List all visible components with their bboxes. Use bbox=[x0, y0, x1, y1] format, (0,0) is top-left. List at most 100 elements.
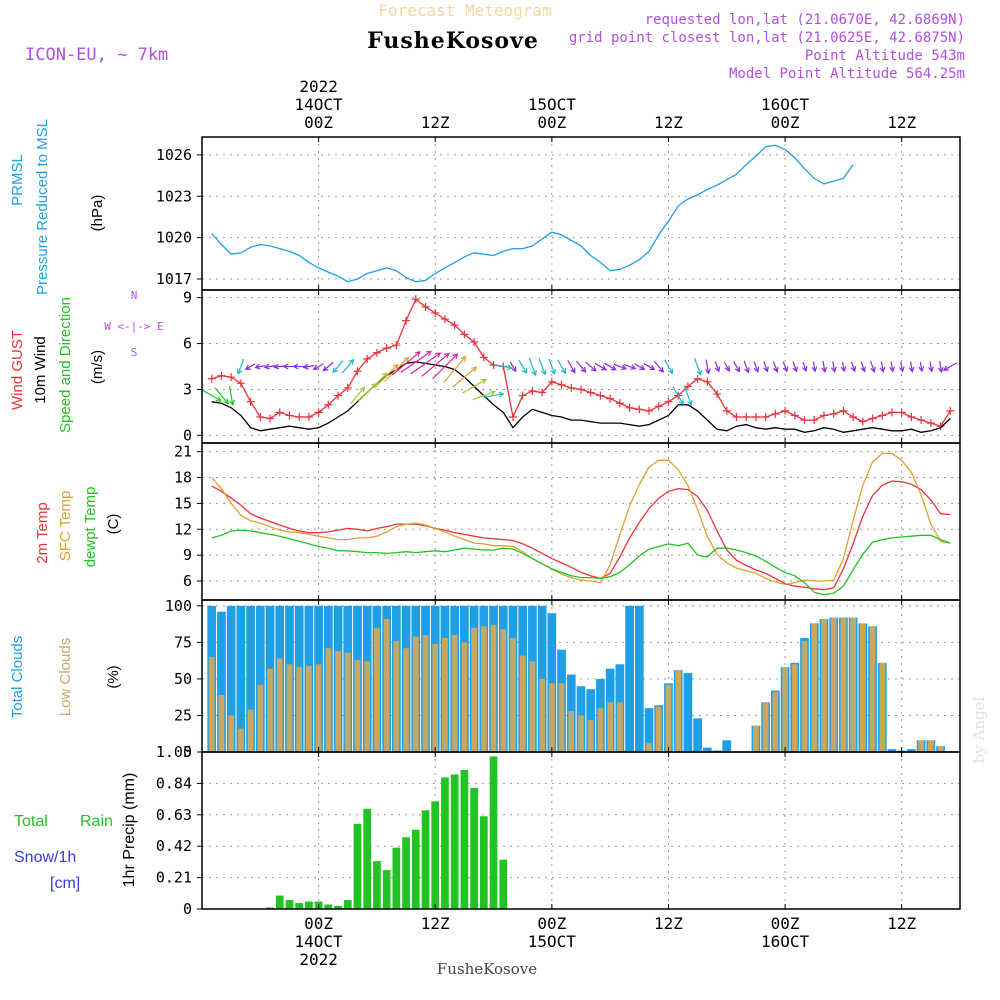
label-10m-wind: 10m Wind bbox=[32, 336, 49, 404]
wind-arrow-head bbox=[460, 355, 467, 362]
wind-arrow-shaft bbox=[202, 389, 222, 402]
top-time-label: 14OCT bbox=[295, 95, 344, 114]
wind-arrow-shaft bbox=[228, 386, 234, 405]
label-ms-unit: (m/s) bbox=[89, 350, 106, 384]
wind-arrow bbox=[410, 352, 442, 375]
gust-point bbox=[547, 377, 556, 386]
wind-arrow-shaft bbox=[472, 390, 496, 401]
label-sfc-temp: SFC Temp bbox=[57, 491, 74, 562]
wind-arrow bbox=[263, 363, 276, 370]
bar-rain bbox=[275, 895, 284, 909]
wind-arrow bbox=[683, 385, 693, 407]
wind-arrow bbox=[462, 378, 487, 394]
wind-arrow-shaft bbox=[264, 365, 276, 368]
label-total: Total bbox=[14, 813, 48, 830]
wind-arrow-shaft bbox=[909, 361, 913, 372]
wind-arrow bbox=[302, 363, 315, 370]
wind-arrow bbox=[850, 361, 857, 373]
wind-arrow-head bbox=[498, 391, 505, 398]
bar-low-clouds bbox=[772, 692, 779, 752]
wind-arrow-shaft bbox=[743, 360, 749, 373]
bar-rain bbox=[343, 900, 352, 909]
wind-arrow-head bbox=[898, 366, 905, 373]
y-tick-label: 9 bbox=[183, 546, 192, 564]
wind-arrow-head bbox=[649, 364, 656, 371]
bottom-time-label: 00Z bbox=[771, 914, 800, 933]
model-label: ICON-EU, ~ 7km bbox=[25, 45, 168, 65]
wind-arrow-head bbox=[489, 390, 497, 396]
gust-point bbox=[781, 406, 790, 415]
bottom-time-label: 14OCT bbox=[295, 932, 344, 951]
wind-arrow-head bbox=[763, 366, 769, 373]
y-tick-label: 3 bbox=[183, 380, 192, 398]
bar-low-clouds bbox=[840, 617, 847, 752]
y-tick-label: 12 bbox=[174, 520, 192, 538]
wind-arrow-shaft bbox=[832, 361, 836, 372]
top-time-label: 00Z bbox=[771, 113, 800, 132]
panel-wind: 0 3 6 9 bbox=[183, 289, 961, 444]
wind-arrow bbox=[452, 366, 478, 388]
wind-arrow-shaft bbox=[383, 357, 409, 382]
bar-low-clouds bbox=[548, 683, 555, 752]
bottom-time-label: 00Z bbox=[537, 914, 566, 933]
panel-frame bbox=[201, 751, 961, 910]
gust-point bbox=[664, 397, 673, 406]
wind-arrow bbox=[391, 351, 421, 376]
wind-arrow-shaft bbox=[585, 361, 597, 372]
wind-arrow-shaft bbox=[452, 366, 477, 388]
wind-arrow-head bbox=[696, 369, 702, 376]
wind-arrow bbox=[585, 361, 597, 372]
wind-arrow bbox=[472, 390, 497, 401]
wind-arrow-head bbox=[236, 368, 243, 376]
wind-arrow-shaft bbox=[694, 358, 702, 375]
gust-point bbox=[849, 412, 858, 421]
wind-arrow-head bbox=[435, 352, 442, 358]
wind-arrow-shaft bbox=[214, 387, 229, 404]
wind-arrow-shaft bbox=[332, 360, 344, 373]
wind-arrow bbox=[753, 361, 760, 373]
gust-point bbox=[528, 386, 537, 395]
wind-arrow bbox=[908, 361, 915, 373]
wind-arrow-shaft bbox=[375, 364, 399, 388]
wind-arrow-head bbox=[414, 351, 421, 357]
bar-low-clouds bbox=[510, 638, 516, 752]
wind-arrow bbox=[341, 358, 355, 374]
wind-arrow bbox=[860, 361, 866, 373]
y-tick-label: 0 bbox=[183, 426, 192, 444]
wind-arrow bbox=[576, 360, 587, 373]
bar-low-clouds bbox=[879, 662, 886, 752]
bar-rain bbox=[382, 870, 391, 909]
wind-arrow-shaft bbox=[841, 361, 845, 372]
wind-arrow-shaft bbox=[509, 361, 517, 372]
wind-arrow bbox=[254, 363, 266, 370]
point-altitude: Point Altitude 543m bbox=[805, 48, 965, 64]
bar-low-clouds bbox=[344, 652, 351, 752]
wind-arrow bbox=[383, 356, 410, 382]
gust-point bbox=[810, 416, 819, 425]
bar-low-clouds bbox=[432, 643, 439, 752]
gust-point bbox=[392, 341, 401, 350]
wind-arrow-shaft bbox=[613, 363, 627, 370]
wind-arrow-shaft bbox=[733, 361, 740, 372]
bar-total-clouds bbox=[625, 605, 634, 752]
bar-total-clouds bbox=[702, 747, 712, 752]
wind-arrow-head bbox=[678, 399, 684, 406]
bar-low-clouds bbox=[587, 719, 594, 752]
wind-arrow-head bbox=[263, 363, 270, 370]
gust-point bbox=[431, 308, 440, 317]
label-speed-direction: Speed and Direction bbox=[57, 297, 74, 433]
wind-arrow-shaft bbox=[753, 361, 759, 372]
gust-point bbox=[334, 391, 343, 400]
wind-arrow-head bbox=[580, 366, 587, 373]
wind-arrow-shaft bbox=[567, 360, 576, 373]
wind-arrow-head bbox=[511, 366, 517, 373]
bar-total-clouds bbox=[907, 749, 916, 752]
bar-low-clouds bbox=[296, 667, 303, 752]
wind-arrow-shaft bbox=[323, 361, 334, 372]
gust-point bbox=[878, 411, 887, 420]
y-tick-label: 50 bbox=[174, 670, 192, 688]
wind-arrow bbox=[870, 361, 876, 373]
wind-arrow bbox=[889, 361, 895, 373]
wind-arrow bbox=[633, 363, 646, 371]
